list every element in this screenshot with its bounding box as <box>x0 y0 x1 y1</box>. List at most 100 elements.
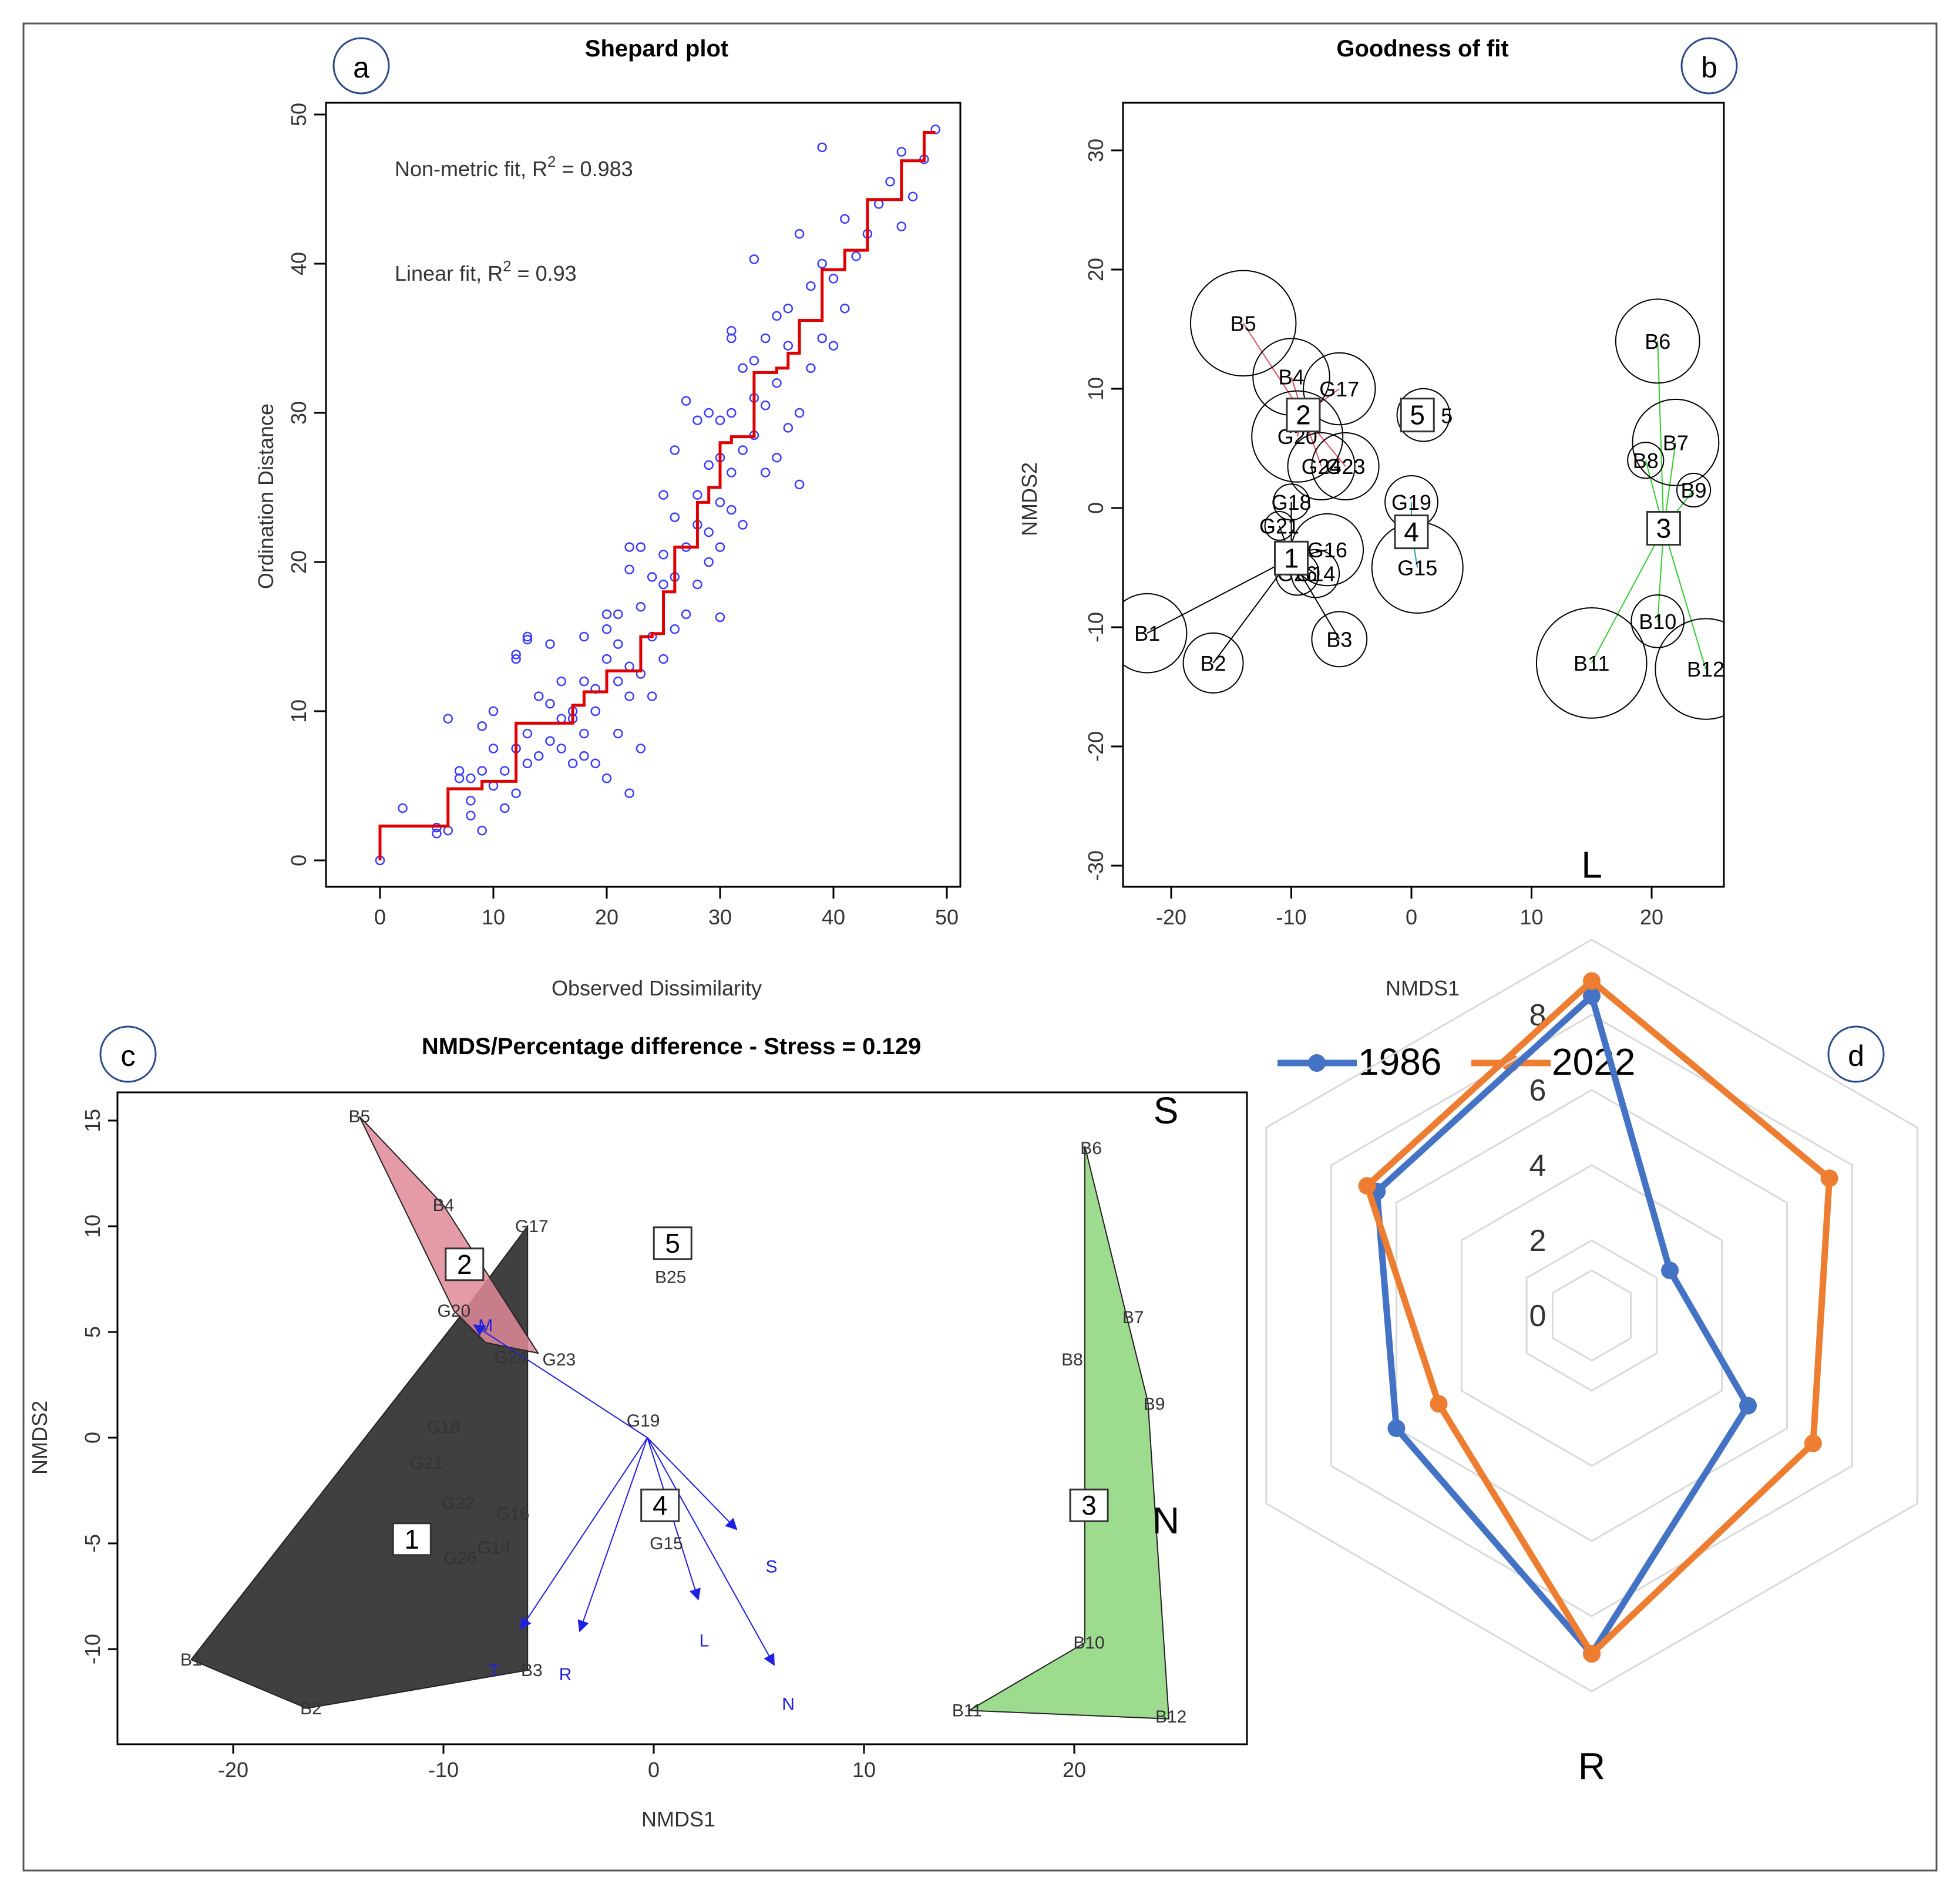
group-center-box <box>1646 511 1681 546</box>
shepard-point <box>579 751 589 761</box>
shepard-point <box>772 452 782 463</box>
goodness-circle <box>1182 632 1244 694</box>
site-label: G23 <box>1326 455 1366 479</box>
y-tick-label: 10 <box>80 1215 105 1238</box>
goodness-circle <box>1123 593 1188 674</box>
site-label: B9 <box>1144 1394 1165 1414</box>
y-tick-label: 10 <box>287 699 311 723</box>
radar-point <box>1820 1169 1838 1187</box>
panel-b-inner: B5B4G17G20G24G23G19G18G21G16G14G26G15B1B… <box>1123 270 1724 720</box>
shepard-point <box>738 520 748 530</box>
shepard-point <box>477 721 487 731</box>
shepard-point <box>624 691 634 701</box>
shepard-point <box>647 691 657 701</box>
radar-axis-label: L <box>1581 844 1602 886</box>
vector-label: M <box>478 1316 493 1335</box>
shepard-point <box>579 631 589 642</box>
site-label: B25 <box>655 1267 686 1287</box>
group-center-label: 4 <box>653 1490 668 1520</box>
site-label: B10 <box>1639 610 1676 634</box>
group-center-box <box>1400 398 1435 433</box>
shepard-point <box>613 609 623 620</box>
panel-b: b Goodness of fit NMDS1 NMDS2 -20 -10 0 10 2… <box>1017 36 1738 1000</box>
shepard-point <box>896 147 907 157</box>
vector-arrow <box>647 1437 738 1530</box>
shepard-point <box>738 445 748 455</box>
shepard-point <box>522 631 533 642</box>
group-center-label: 2 <box>1296 400 1311 430</box>
shepard-point <box>681 609 691 620</box>
radar-axis-label: R <box>1578 1745 1605 1787</box>
shepard-point <box>556 714 567 724</box>
goodness-circle <box>1251 390 1344 483</box>
site-label: G24 <box>1302 455 1342 479</box>
shepard-point <box>624 542 634 552</box>
panel-a-annotation-nonmetric: Non-metric fit, R2 = 0.983 <box>395 153 633 181</box>
site-label: B1 <box>180 1650 202 1670</box>
shepard-point <box>727 326 737 336</box>
panel-a: a Shepard plot Observed Dissimilarity Or… <box>254 36 961 1000</box>
goodness-circle <box>1396 388 1451 442</box>
panel-c-badge-label: c <box>121 1039 136 1072</box>
shepard-point <box>760 333 771 344</box>
shepard-point <box>545 699 555 709</box>
site-label: G21 <box>410 1454 443 1473</box>
group-center-label: 3 <box>1656 513 1672 544</box>
shepard-point <box>828 341 839 351</box>
group-center-label: 5 <box>1410 400 1425 430</box>
shepard-point <box>590 758 600 769</box>
shepard-point <box>454 773 465 783</box>
shepard-point <box>817 142 827 153</box>
group-center-label: 1 <box>1284 543 1299 573</box>
shepard-point <box>817 333 827 344</box>
goodness-circle <box>1535 607 1648 719</box>
radar-gridline <box>1330 1014 1853 1617</box>
y-tick-label: -10 <box>1084 612 1108 642</box>
x-tick-label: 0 <box>374 905 386 929</box>
shepard-point <box>760 467 771 477</box>
legend-label: 1986 <box>1358 1041 1441 1083</box>
shepard-point <box>647 572 657 582</box>
panel-d-plot-area: 02468LTMRNS <box>1152 844 1918 1787</box>
site-label: G20 <box>438 1301 471 1321</box>
spider-line <box>1212 557 1292 664</box>
shepard-point <box>511 654 521 664</box>
shepard-point <box>601 609 612 620</box>
shepard-point <box>806 363 816 374</box>
panel-a-plot-area: 0 10 20 30 40 50 0 10 20 30 40 50 <box>287 102 961 929</box>
shepard-point <box>488 706 499 716</box>
site-label: G19 <box>627 1411 660 1431</box>
vector-label: S <box>765 1557 777 1577</box>
x-tick-label: 10 <box>1519 905 1543 929</box>
shepard-point <box>704 460 714 470</box>
y-tick-label: -10 <box>80 1634 105 1664</box>
shepard-point <box>466 773 476 783</box>
y-tick-label: 30 <box>1084 139 1108 162</box>
shepard-point <box>704 408 714 418</box>
hull-group-2 <box>358 1116 540 1354</box>
x-tick-label: 20 <box>1640 905 1663 929</box>
shepard-point <box>783 341 794 351</box>
shepard-point <box>749 254 759 264</box>
panel-a-title: Shepard plot <box>585 36 728 62</box>
panel-b-xlabel: NMDS1 <box>1386 976 1460 1000</box>
radar-tick-label: 0 <box>1529 1299 1547 1333</box>
shepard-point <box>658 550 668 560</box>
group-center-box <box>653 1226 692 1260</box>
shepard-point <box>601 654 612 664</box>
y-tick-label: 20 <box>1084 258 1108 281</box>
shepard-point <box>477 766 487 776</box>
panel-b-ylabel: NMDS2 <box>1017 462 1041 536</box>
vector-arrow <box>473 1324 648 1438</box>
site-label: B2 <box>1201 651 1226 675</box>
panel-d-badge-label: d <box>1848 1039 1864 1072</box>
y-tick-label: 20 <box>287 550 311 574</box>
radar-axis-label: S <box>1154 1089 1179 1132</box>
goodness-circle <box>1615 298 1700 384</box>
y-tick-label: 0 <box>1084 502 1108 514</box>
vector-label: L <box>700 1631 710 1651</box>
site-label: G18 <box>427 1418 460 1437</box>
shepard-point <box>658 490 668 500</box>
goodness-circle <box>1264 510 1295 541</box>
